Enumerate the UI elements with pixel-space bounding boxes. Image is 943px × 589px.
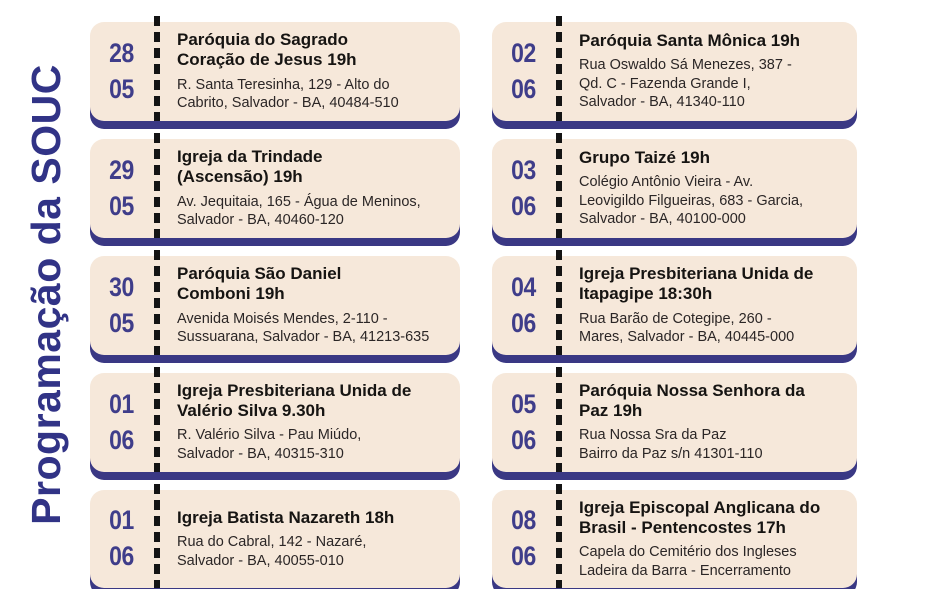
page-title: Programação da SOUC	[22, 64, 69, 525]
event-content: Igreja Presbiteriana Unida de Itapagipe …	[562, 256, 857, 355]
event-month: 06	[109, 424, 135, 455]
event-date: 02 06	[492, 22, 556, 121]
event-address: Rua Oswaldo Sá Menezes, 387 - Qd. C - Fa…	[579, 57, 792, 111]
event-month: 05	[109, 73, 135, 104]
event-content: Paróquia Nossa Senhora da Paz 19h Rua No…	[562, 373, 857, 472]
event-month: 06	[511, 73, 537, 104]
dashed-divider	[556, 483, 562, 589]
event-title: Paróquia São Daniel Comboni 19h	[177, 263, 342, 304]
event-content: Igreja Presbiteriana Unida de Valério Si…	[160, 373, 460, 472]
dashed-divider	[154, 16, 160, 121]
dashed-divider	[154, 366, 160, 472]
event-title: Igreja Presbiteriana Unida de Itapagipe …	[579, 263, 814, 304]
event-content: Paróquia Santa Mônica 19h Rua Oswaldo Sá…	[562, 22, 857, 121]
event-month: 06	[511, 424, 537, 455]
event-day: 08	[511, 505, 537, 536]
event-card: 02 06 Paróquia Santa Mônica 19h Rua Oswa…	[492, 16, 857, 121]
event-day: 01	[109, 388, 135, 419]
event-card: 08 06 Igreja Episcopal Anglicana do Bras…	[492, 483, 857, 589]
event-day: 28	[109, 37, 135, 68]
dashed-divider	[556, 132, 562, 238]
event-day: 30	[109, 271, 135, 302]
event-day: 03	[511, 154, 537, 185]
event-date: 03 06	[492, 139, 556, 238]
sidebar: Programação da SOUC	[0, 0, 92, 589]
event-address: Avenida Moisés Mendes, 2-110 - Sussuaran…	[177, 310, 430, 346]
dashed-divider	[556, 366, 562, 472]
event-content: Paróquia São Daniel Comboni 19h Avenida …	[160, 256, 460, 355]
dashed-divider	[154, 483, 160, 589]
event-month: 05	[109, 307, 135, 338]
event-card: 05 06 Paróquia Nossa Senhora da Paz 19h …	[492, 366, 857, 472]
event-day: 02	[511, 37, 537, 68]
event-title: Igreja da Trindade (Ascensão) 19h	[177, 146, 323, 187]
event-date: 01 06	[90, 373, 154, 472]
dashed-divider	[154, 249, 160, 355]
event-date: 29 05	[90, 139, 154, 238]
event-month: 06	[511, 541, 537, 572]
event-month: 06	[511, 307, 537, 338]
event-date: 08 06	[492, 490, 556, 589]
event-title: Igreja Batista Nazareth 18h	[177, 507, 395, 527]
event-content: Grupo Taizé 19h Colégio Antônio Vieira -…	[562, 139, 857, 238]
event-content: Igreja Batista Nazareth 18h Rua do Cabra…	[160, 490, 460, 589]
event-date: 01 06	[90, 490, 154, 589]
event-month: 06	[109, 541, 135, 572]
event-card: 01 06 Igreja Presbiteriana Unida de Valé…	[90, 366, 460, 472]
event-card: 30 05 Paróquia São Daniel Comboni 19h Av…	[90, 249, 460, 355]
event-card: 28 05 Paróquia do Sagrado Coração de Jes…	[90, 16, 460, 121]
event-date: 05 06	[492, 373, 556, 472]
dashed-divider	[154, 132, 160, 238]
event-date: 30 05	[90, 256, 154, 355]
event-title: Igreja Episcopal Anglicana do Brasil - P…	[579, 497, 821, 537]
event-content: Igreja da Trindade (Ascensão) 19h Av. Je…	[160, 139, 460, 238]
event-address: Rua Barão de Cotegipe, 260 - Mares, Salv…	[579, 310, 795, 346]
event-content: Paróquia do Sagrado Coração de Jesus 19h…	[160, 22, 460, 121]
event-day: 04	[511, 271, 537, 302]
event-day: 29	[109, 154, 135, 185]
event-address: Colégio Antônio Vieira - Av. Leovigildo …	[579, 174, 804, 228]
event-title: Igreja Presbiteriana Unida de Valério Si…	[177, 380, 412, 421]
event-card: 03 06 Grupo Taizé 19h Colégio Antônio Vi…	[492, 132, 857, 238]
event-title: Grupo Taizé 19h	[579, 147, 710, 167]
event-address: Rua do Cabral, 142 - Nazaré, Salvador - …	[177, 534, 367, 569]
event-day: 01	[109, 505, 135, 536]
event-month: 05	[109, 190, 135, 221]
event-address: R. Santa Teresinha, 129 - Alto do Cabrit…	[177, 76, 399, 112]
event-content: Igreja Episcopal Anglicana do Brasil - P…	[562, 490, 857, 589]
event-date: 04 06	[492, 256, 556, 355]
event-title: Paróquia Santa Mônica 19h	[579, 30, 801, 50]
dashed-divider	[556, 249, 562, 355]
event-address: R. Valério Silva - Pau Miúdo, Salvador -…	[177, 427, 362, 462]
event-address: Rua Nossa Sra da Paz Bairro da Paz s/n 4…	[579, 427, 763, 462]
event-month: 06	[511, 190, 537, 221]
event-day: 05	[511, 388, 537, 419]
dashed-divider	[556, 16, 562, 121]
event-address: Capela do Cemitério dos Ingleses Ladeira…	[579, 544, 797, 579]
event-address: Av. Jequitaia, 165 - Água de Meninos, Sa…	[177, 193, 421, 229]
event-date: 28 05	[90, 22, 154, 121]
schedule-grid: 28 05 Paróquia do Sagrado Coração de Jes…	[90, 16, 857, 589]
event-title: Paróquia Nossa Senhora da Paz 19h	[579, 380, 805, 421]
event-title: Paróquia do Sagrado Coração de Jesus 19h	[177, 30, 357, 70]
event-card: 29 05 Igreja da Trindade (Ascensão) 19h …	[90, 132, 460, 238]
event-card: 01 06 Igreja Batista Nazareth 18h Rua do…	[90, 483, 460, 589]
event-card: 04 06 Igreja Presbiteriana Unida de Itap…	[492, 249, 857, 355]
